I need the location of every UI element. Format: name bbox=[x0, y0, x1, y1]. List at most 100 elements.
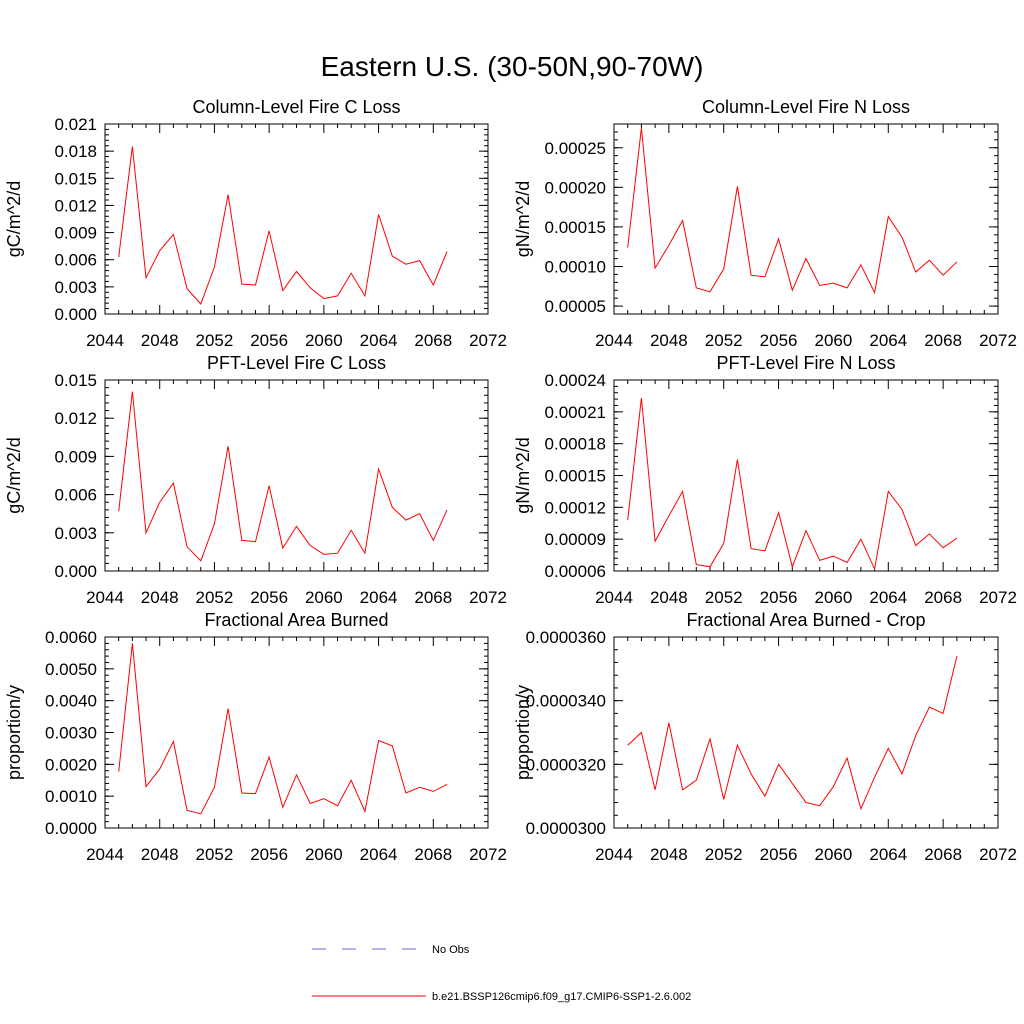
x-tick-label: 2060 bbox=[815, 331, 853, 350]
x-tick-label: 2072 bbox=[469, 331, 507, 350]
y-tick-label: 0.0010 bbox=[45, 787, 97, 806]
y-tick-label: 0.00006 bbox=[545, 562, 606, 581]
x-tick-label: 2060 bbox=[305, 588, 343, 607]
x-tick-label: 2072 bbox=[979, 331, 1017, 350]
panel-title: PFT-Level Fire C Loss bbox=[207, 353, 386, 373]
x-tick-label: 2048 bbox=[650, 588, 688, 607]
y-tick-label: 0.018 bbox=[54, 142, 97, 161]
x-tick-label: 2048 bbox=[650, 331, 688, 350]
x-tick-label: 2068 bbox=[414, 588, 452, 607]
y-axis-label: gN/m^2/d bbox=[513, 437, 533, 513]
y-axis-label: gC/m^2/d bbox=[4, 437, 24, 513]
x-tick-label: 2072 bbox=[979, 845, 1017, 864]
x-tick-label: 2064 bbox=[360, 331, 398, 350]
x-tick-label: 2056 bbox=[760, 845, 798, 864]
y-tick-label: 0.00012 bbox=[545, 498, 606, 517]
series-line bbox=[627, 397, 958, 571]
y-tick-label: 0.00015 bbox=[545, 467, 606, 486]
x-tick-label: 2048 bbox=[141, 331, 179, 350]
panel-3: 2044 2048 2052 2056 2060 2064 2068 2072 0.000 0.0… bbox=[4, 353, 507, 607]
y-tick-label: 0.0060 bbox=[45, 628, 97, 647]
x-tick-label: 2064 bbox=[869, 845, 907, 864]
x-tick-label: 2064 bbox=[360, 588, 398, 607]
y-tick-label: 0.012 bbox=[54, 196, 97, 215]
y-tick-label: 0.00020 bbox=[545, 178, 606, 197]
plot-frame bbox=[104, 123, 489, 315]
panels: 2044 2048 2052 2056 2060 2064 2068 2072 0.000 0.0… bbox=[4, 97, 1017, 864]
y-tick-label: 0.0000320 bbox=[526, 755, 606, 774]
y-tick-label: 0.00009 bbox=[545, 530, 606, 549]
x-tick-label: 2060 bbox=[305, 331, 343, 350]
y-tick-label: 0.009 bbox=[54, 224, 97, 243]
y-tick-label: 0.0050 bbox=[45, 660, 97, 679]
y-tick-label: 0.015 bbox=[54, 371, 97, 390]
y-tick-label: 0.0000340 bbox=[526, 692, 606, 711]
y-axis-label: proportion/y bbox=[4, 685, 24, 780]
y-tick-label: 0.00010 bbox=[545, 258, 606, 277]
y-tick-label: 0.0000300 bbox=[526, 819, 606, 838]
series-line bbox=[627, 127, 958, 295]
x-tick-label: 2052 bbox=[705, 331, 743, 350]
y-tick-label: 0.012 bbox=[54, 409, 97, 428]
x-tick-label: 2060 bbox=[305, 845, 343, 864]
panel-5: 2044 2048 2052 2056 2060 2064 2068 2072 0.0000 0.… bbox=[4, 610, 507, 864]
y-tick-label: 0.015 bbox=[54, 169, 97, 188]
plot-frame bbox=[104, 379, 489, 572]
plot-frame bbox=[613, 636, 999, 829]
panel-2: 2044 2048 2052 2056 2060 2064 2068 2072 0.00005 0… bbox=[513, 97, 1017, 350]
series-line bbox=[118, 146, 448, 305]
x-tick-label: 2072 bbox=[469, 588, 507, 607]
x-tick-label: 2068 bbox=[924, 588, 962, 607]
figure-title: Eastern U.S. (30-50N,90-70W) bbox=[321, 51, 704, 82]
x-tick-label: 2052 bbox=[196, 845, 234, 864]
x-tick-label: 2068 bbox=[924, 331, 962, 350]
y-tick-label: 0.000 bbox=[54, 305, 97, 324]
panel-title: Column-Level Fire N Loss bbox=[702, 97, 910, 117]
y-tick-label: 0.0040 bbox=[45, 692, 97, 711]
x-tick-label: 2048 bbox=[141, 845, 179, 864]
x-tick-label: 2056 bbox=[760, 331, 798, 350]
y-tick-label: 0.00021 bbox=[545, 403, 606, 422]
panel-title: Column-Level Fire C Loss bbox=[192, 97, 400, 117]
series-line bbox=[627, 655, 958, 811]
x-tick-label: 2044 bbox=[595, 588, 633, 607]
legend-obs-label: No Obs bbox=[432, 944, 470, 956]
y-tick-label: 0.0000360 bbox=[526, 628, 606, 647]
x-tick-label: 2044 bbox=[595, 845, 633, 864]
y-tick-label: 0.00025 bbox=[545, 139, 606, 158]
x-tick-label: 2068 bbox=[414, 845, 452, 864]
x-tick-label: 2044 bbox=[86, 845, 124, 864]
x-tick-label: 2048 bbox=[650, 845, 688, 864]
x-tick-label: 2056 bbox=[760, 588, 798, 607]
plot-frame bbox=[613, 123, 999, 315]
y-tick-label: 0.000 bbox=[54, 562, 97, 581]
x-tick-label: 2060 bbox=[815, 588, 853, 607]
y-tick-label: 0.00018 bbox=[545, 435, 606, 454]
y-tick-label: 0.006 bbox=[54, 251, 97, 270]
y-axis-label: gN/m^2/d bbox=[513, 181, 533, 257]
x-tick-label: 2072 bbox=[979, 588, 1017, 607]
y-tick-label: 0.003 bbox=[54, 278, 97, 297]
y-tick-label: 0.006 bbox=[54, 486, 97, 505]
legend: No Obs b.e21.BSSP126cmip6.f09_g17.CMIP6-… bbox=[312, 944, 691, 1003]
x-tick-label: 2072 bbox=[469, 845, 507, 864]
panel-6: 2044 2048 2052 2056 2060 2064 2068 2072 0.000030… bbox=[513, 610, 1017, 864]
x-tick-label: 2064 bbox=[360, 845, 398, 864]
y-tick-label: 0.021 bbox=[54, 115, 97, 134]
plot-frame bbox=[613, 379, 999, 572]
y-axis-label: gC/m^2/d bbox=[4, 181, 24, 257]
series-line bbox=[118, 391, 448, 562]
x-tick-label: 2044 bbox=[86, 588, 124, 607]
x-tick-label: 2044 bbox=[86, 331, 124, 350]
x-tick-label: 2044 bbox=[595, 331, 633, 350]
y-tick-label: 0.0030 bbox=[45, 724, 97, 743]
y-tick-label: 0.003 bbox=[54, 524, 97, 543]
panel-title: Fractional Area Burned - Crop bbox=[686, 610, 925, 630]
x-tick-label: 2052 bbox=[196, 331, 234, 350]
y-axis-label: proportion/y bbox=[513, 685, 533, 780]
x-tick-label: 2056 bbox=[250, 845, 288, 864]
y-tick-label: 0.0020 bbox=[45, 755, 97, 774]
x-tick-label: 2064 bbox=[869, 588, 907, 607]
panel-title: PFT-Level Fire N Loss bbox=[716, 353, 895, 373]
